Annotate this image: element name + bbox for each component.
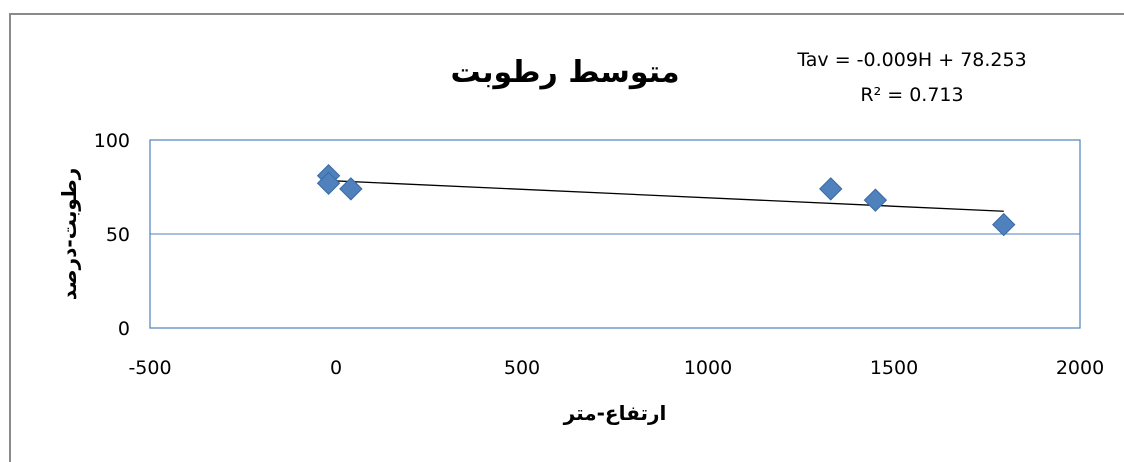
trendline-equation: Tav = -0.009H + 78.253 [796,49,1026,71]
x-tick-label: 2000 [1056,357,1104,379]
y-tick-label: 0 [118,318,130,340]
y-tick-label: 100 [94,130,130,152]
y-axis-title: رطوبت-درصد [57,168,81,301]
data-point [339,177,363,201]
x-axis-title: ارتفاع-متر [563,401,667,425]
data-point [992,212,1016,237]
data-point [819,177,843,201]
trendline-segment [328,179,1004,212]
r-squared-label: R² = 0.713 [860,84,963,106]
x-tick-label: 0 [330,357,342,379]
chart-title: متوسط رطوبت [450,55,679,90]
chart-outer-border [9,13,1124,462]
data-points [316,164,1016,237]
y-tick-labels: 0 50 100 [94,130,130,340]
x-tick-labels: -500 0 500 1000 1500 2000 [128,357,1104,379]
data-point [316,171,341,195]
x-tick-label: 1500 [870,357,918,379]
trendline [328,179,1004,212]
x-tick-label: 500 [504,357,540,379]
data-point [863,188,888,212]
x-tick-label: 1000 [684,357,732,379]
x-tick-label: -500 [128,357,171,379]
y-tick-label: 50 [106,224,130,246]
